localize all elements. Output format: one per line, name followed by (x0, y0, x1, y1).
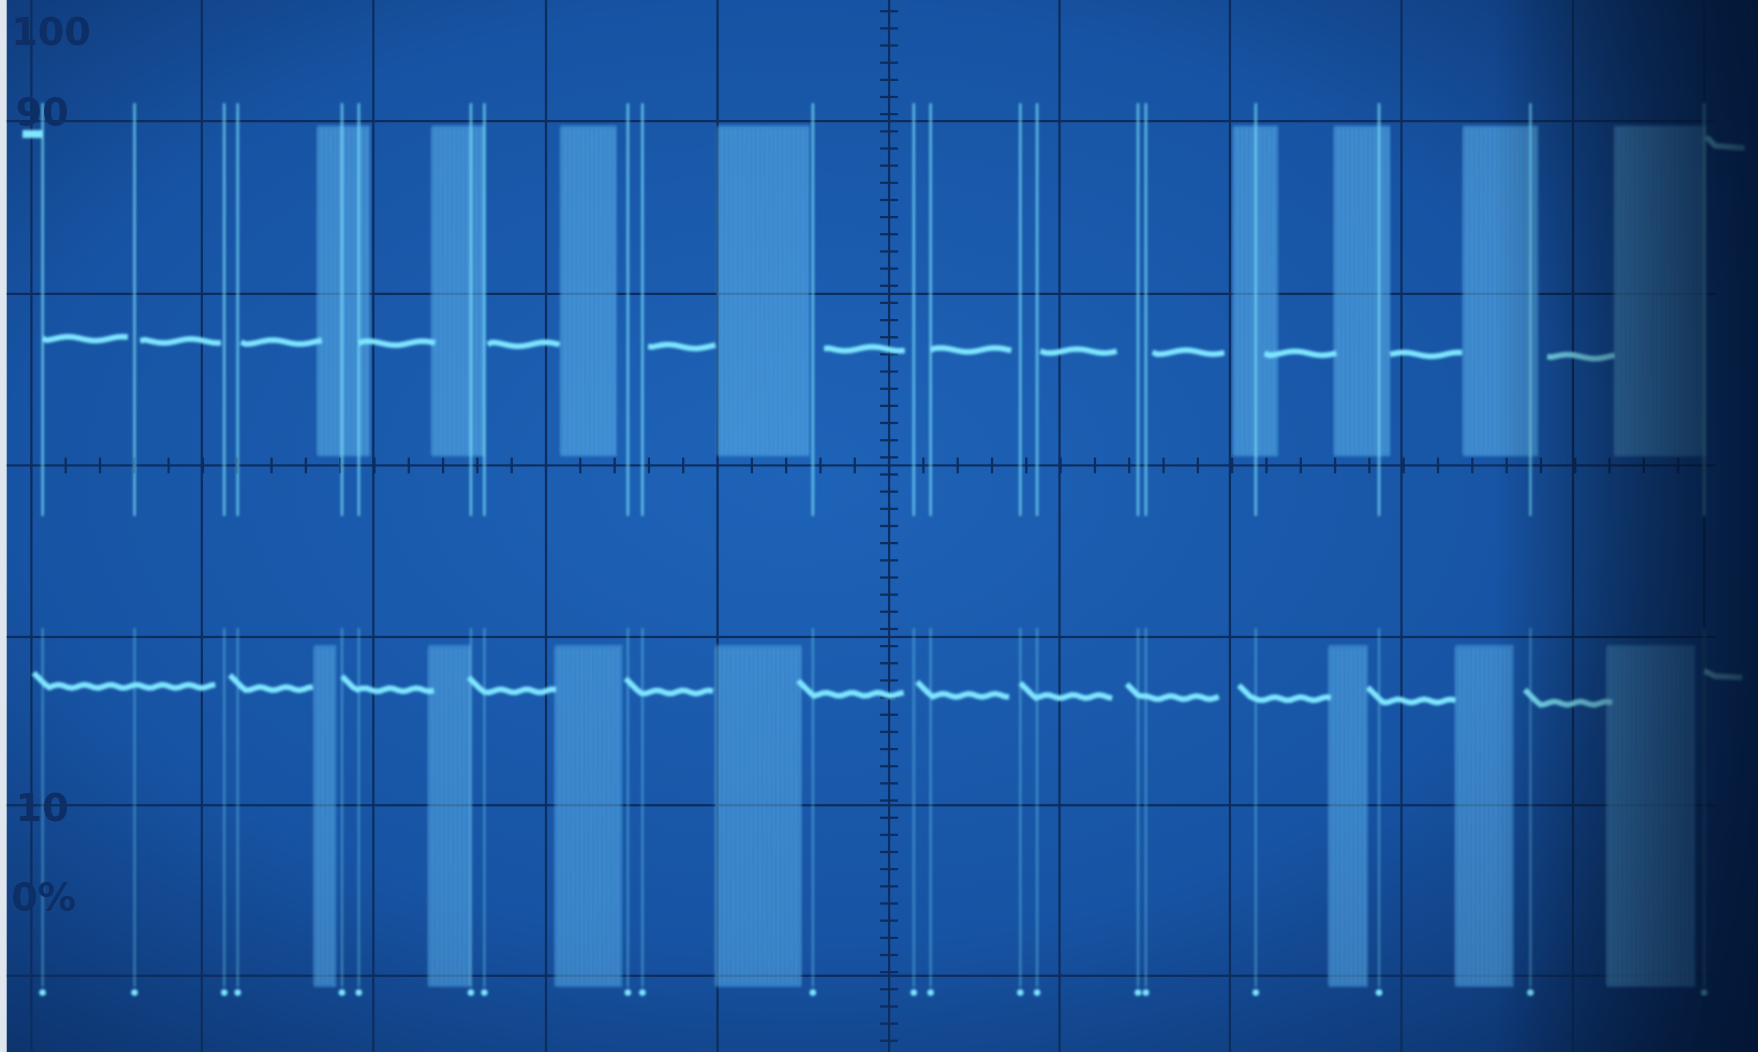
graticule-label: 0% (11, 876, 76, 920)
screen-vignette (6, 0, 1758, 1052)
graticule-label: 10 (16, 786, 69, 830)
graticule-label: 90 (16, 91, 69, 135)
graticule-label: 100 (11, 10, 91, 54)
